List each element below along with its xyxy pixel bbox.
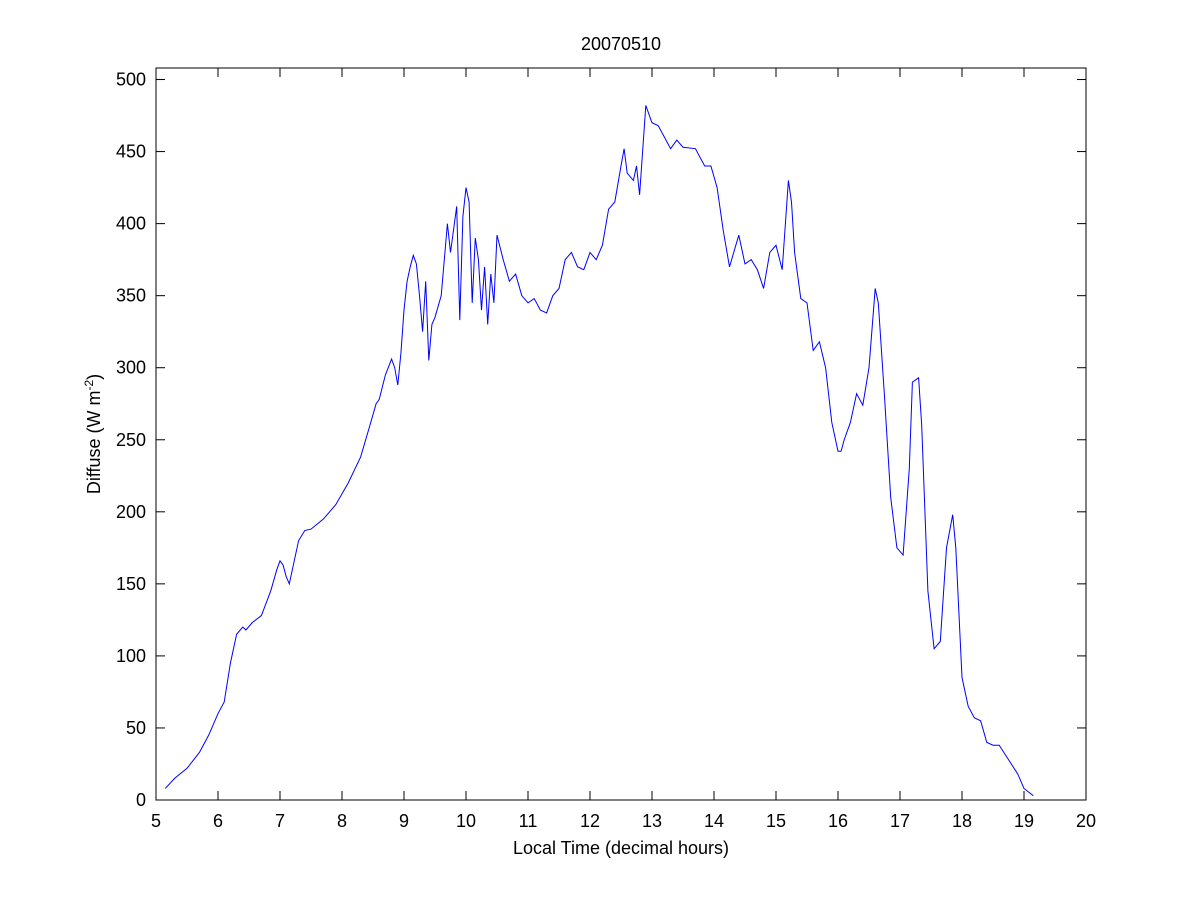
x-tick-label: 11 — [519, 811, 538, 831]
x-tick-label: 14 — [704, 811, 724, 831]
y-tick-label: 50 — [126, 718, 146, 738]
y-tick-label: 0 — [136, 790, 146, 810]
y-tick-label: 150 — [116, 574, 146, 594]
x-tick-label: 9 — [399, 811, 409, 831]
y-tick-label: 350 — [116, 286, 146, 306]
x-tick-label: 18 — [952, 811, 972, 831]
x-tick-label: 12 — [580, 811, 600, 831]
y-tick-label: 400 — [116, 214, 146, 234]
y-axis-label-end: ) — [84, 374, 104, 380]
x-tick-label: 10 — [456, 811, 476, 831]
x-tick-label: 6 — [213, 811, 223, 831]
y-tick-label: 250 — [116, 430, 146, 450]
y-tick-label: 100 — [116, 646, 146, 666]
y-tick-label: 200 — [116, 502, 146, 522]
x-axis-label: Local Time (decimal hours) — [513, 838, 729, 858]
x-tick-label: 15 — [766, 811, 786, 831]
y-tick-label: 500 — [116, 70, 146, 90]
y-axis-label-main: Diffuse (W m — [84, 390, 104, 494]
y-axis-label-sup: -2 — [82, 379, 96, 390]
y-axis-label: Diffuse (W m-2) — [82, 374, 104, 494]
x-tick-label: 7 — [275, 811, 285, 831]
x-tick-label: 13 — [642, 811, 662, 831]
chart-title: 20070510 — [581, 34, 661, 54]
plot-frame — [155, 67, 1087, 801]
x-tick-label: 5 — [151, 811, 161, 831]
x-tick-label: 16 — [828, 811, 848, 831]
y-tick-label: 300 — [116, 358, 146, 378]
data-line — [164, 105, 1034, 797]
x-tick-label: 8 — [337, 811, 347, 831]
x-tick-label: 20 — [1076, 811, 1096, 831]
x-tick-label: 19 — [1014, 811, 1034, 831]
y-tick-label: 450 — [116, 142, 146, 162]
x-tick-label: 17 — [890, 811, 910, 831]
